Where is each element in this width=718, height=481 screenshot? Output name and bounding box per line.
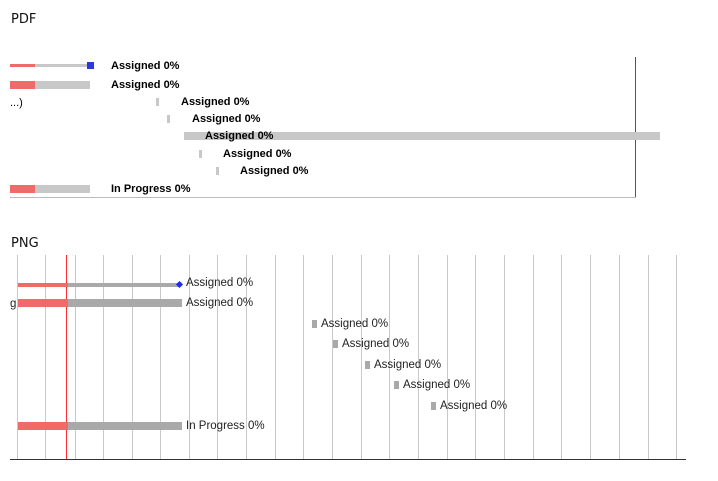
- png-truncated-task-name: g: [10, 298, 17, 310]
- pdf-task-status: Assigned 0%: [240, 165, 309, 177]
- pdf-task-bar-remaining[interactable]: [35, 81, 90, 89]
- pdf-task-status: Assigned 0%: [181, 96, 250, 108]
- png-task-status: Assigned 0%: [374, 359, 442, 371]
- png-grid-line: [475, 255, 476, 460]
- pdf-truncated-task-name: ...): [10, 97, 23, 109]
- png-task-status: In Progress 0%: [186, 420, 265, 432]
- png-grid-line: [447, 255, 448, 460]
- png-task-bar[interactable]: [333, 340, 338, 348]
- pdf-task-bar-remaining[interactable]: [35, 185, 90, 193]
- pdf-task-status: Assigned 0%: [192, 113, 261, 125]
- pdf-task-bar-done[interactable]: [10, 81, 35, 89]
- png-task-bar-done[interactable]: [18, 299, 68, 307]
- png-task-bar-remaining[interactable]: [68, 299, 182, 307]
- pdf-task-bar-long[interactable]: [184, 132, 660, 140]
- png-grid-line: [561, 255, 562, 460]
- pdf-task-bar[interactable]: [167, 115, 170, 123]
- pdf-task-status: In Progress 0%: [111, 183, 191, 195]
- png-grid-line: [361, 255, 362, 460]
- png-task-status: Assigned 0%: [403, 379, 471, 391]
- pdf-task-status: Assigned 0%: [205, 130, 274, 142]
- png-today-line: [66, 255, 67, 460]
- png-grid-line: [160, 255, 161, 460]
- png-task-bar-done[interactable]: [18, 422, 68, 430]
- png-chart-bottom-axis: [10, 459, 686, 460]
- png-grid-line: [275, 255, 276, 460]
- png-grid-line: [504, 255, 505, 460]
- png-grid-line: [389, 255, 390, 460]
- pdf-task-bar-done[interactable]: [10, 64, 35, 67]
- png-task-bar-remaining[interactable]: [68, 283, 180, 287]
- png-task-status: Assigned 0%: [186, 277, 254, 289]
- png-task-bar[interactable]: [365, 361, 370, 369]
- pdf-milestone-marker-icon[interactable]: [87, 62, 94, 69]
- pdf-task-bar[interactable]: [216, 167, 219, 175]
- png-grid-line: [132, 255, 133, 460]
- png-grid-line: [303, 255, 304, 460]
- png-section-title: PNG: [11, 236, 39, 251]
- png-task-bar-remaining[interactable]: [68, 422, 182, 430]
- png-task-status: Assigned 0%: [342, 338, 410, 350]
- png-task-bar[interactable]: [312, 320, 317, 328]
- png-grid-line: [590, 255, 591, 460]
- pdf-task-bar-remaining[interactable]: [35, 64, 87, 67]
- pdf-task-bar[interactable]: [199, 150, 202, 158]
- png-grid-line: [246, 255, 247, 460]
- png-grid-line: [676, 255, 677, 460]
- png-task-bar[interactable]: [394, 381, 399, 389]
- png-grid-line: [418, 255, 419, 460]
- pdf-task-bar-done[interactable]: [10, 185, 35, 193]
- png-grid-line: [332, 255, 333, 460]
- png-task-status: Assigned 0%: [186, 297, 254, 309]
- png-task-bar[interactable]: [431, 402, 436, 410]
- png-grid-line: [189, 255, 190, 460]
- pdf-task-status: Assigned 0%: [223, 148, 292, 160]
- pdf-section-title: PDF: [11, 12, 37, 27]
- png-grid-line: [45, 255, 46, 460]
- pdf-task-status: Assigned 0%: [111, 79, 180, 91]
- png-grid-line: [619, 255, 620, 460]
- png-grid-line: [17, 255, 18, 460]
- pdf-task-status: Assigned 0%: [111, 60, 180, 72]
- png-grid-line: [648, 255, 649, 460]
- png-grid-line: [103, 255, 104, 460]
- pdf-chart-right-border: [635, 57, 636, 197]
- pdf-chart-bottom-border: [10, 197, 636, 198]
- png-task-bar-done[interactable]: [18, 283, 68, 287]
- png-grid-line: [75, 255, 76, 460]
- pdf-task-bar[interactable]: [156, 98, 159, 106]
- png-task-status: Assigned 0%: [321, 318, 389, 330]
- png-grid-line: [217, 255, 218, 460]
- png-task-status: Assigned 0%: [440, 400, 508, 412]
- png-grid-line: [533, 255, 534, 460]
